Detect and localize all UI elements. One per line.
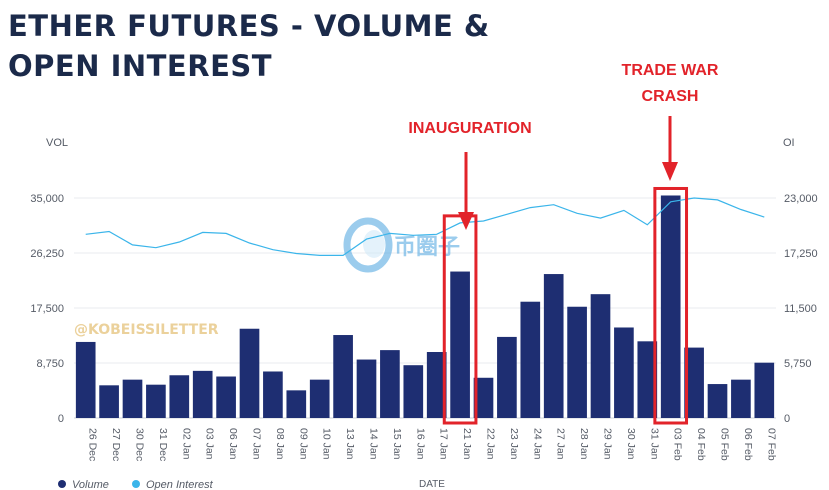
arrow-inauguration <box>458 152 474 230</box>
volume-bar <box>520 301 541 418</box>
logo-icon <box>343 217 393 273</box>
right-tick-label: 17,250 <box>784 248 818 260</box>
x-tick-label: 03 Jan <box>204 428 216 460</box>
volume-bar <box>286 390 307 418</box>
volume-bar <box>590 294 611 418</box>
volume-bar <box>754 362 775 418</box>
x-tick-label: 03 Feb <box>672 428 684 461</box>
x-tick-label: 30 Dec <box>134 428 146 461</box>
right-tick-label: 0 <box>784 413 790 425</box>
x-tick-label: 02 Jan <box>180 428 192 460</box>
volume-bar <box>192 370 213 418</box>
left-tick-label: 8,750 <box>36 358 64 370</box>
x-tick-label: 06 Jan <box>227 428 239 460</box>
logo-text: 币圈子 <box>394 235 460 260</box>
volume-bar <box>731 379 751 418</box>
x-tick-label: 15 Jan <box>391 428 403 460</box>
x-tick-label: 07 Jan <box>251 428 263 460</box>
volume-bar <box>403 365 424 418</box>
x-tick-label: 23 Jan <box>508 428 520 460</box>
left-tick-label: 17,500 <box>30 303 64 315</box>
x-tick-label: 13 Jan <box>344 428 356 460</box>
watermark-logo: 币圈子 <box>343 217 460 273</box>
x-tick-label: 31 Dec <box>157 428 169 461</box>
volume-bar <box>75 341 96 418</box>
x-tick-label: 27 Dec <box>110 428 122 461</box>
legend-open-interest-label: Open Interest <box>146 479 214 490</box>
right-tick-label: 5,750 <box>784 358 812 370</box>
x-tick-label: 27 Jan <box>555 428 567 460</box>
right-tick-label: 23,000 <box>784 193 818 205</box>
chart-title: ETHER FUTURES - VOLUME & OPEN INTEREST <box>8 6 568 86</box>
chart-title-line-2: OPEN INTEREST <box>8 49 273 83</box>
volume-bar <box>146 384 166 418</box>
watermark-handle: @KOBEISSILETTER <box>74 322 219 338</box>
volume-bar <box>614 327 634 418</box>
volume-bar <box>567 306 587 418</box>
annotation-trade-war-line-2: CRASH <box>642 88 699 105</box>
left-tick-label: 0 <box>58 413 64 425</box>
volume-bar <box>450 271 470 418</box>
x-tick-label: 07 Feb <box>765 428 777 461</box>
volume-bar <box>660 195 681 418</box>
left-tick-label: 35,000 <box>30 193 64 205</box>
x-tick-label: 26 Dec <box>87 428 99 461</box>
arrow-trade-war-crash <box>662 116 678 181</box>
volume-bar <box>263 371 283 418</box>
x-tick-label: 06 Feb <box>742 428 754 461</box>
volume-bar <box>707 384 728 418</box>
legend-volume-label: Volume <box>72 479 109 490</box>
volume-bar <box>543 274 564 418</box>
volume-bar <box>122 379 143 418</box>
gridlines <box>74 197 776 419</box>
right-axis-label: OI <box>783 137 795 149</box>
x-tick-label: 10 Jan <box>321 428 333 460</box>
volume-bar <box>216 376 236 418</box>
annotation-inauguration: INAUGURATION <box>408 120 531 137</box>
right-tick-label: 11,500 <box>784 303 817 315</box>
volume-bar <box>169 375 190 418</box>
x-tick-label: 22 Jan <box>485 428 497 460</box>
x-axis-ticks: 26 Dec 27 Dec 30 Dec 31 Dec 02 Jan 03 Jan 06 J… <box>87 428 778 461</box>
volume-bar <box>380 350 400 418</box>
x-tick-label: 14 Jan <box>368 428 380 460</box>
volume-bars <box>75 195 775 418</box>
chart-title-line-1: ETHER FUTURES - VOLUME & <box>8 9 490 43</box>
volume-bar <box>637 341 658 418</box>
legend-open-interest-swatch <box>132 480 140 488</box>
x-tick-label: 04 Feb <box>695 428 707 461</box>
volume-bar <box>473 377 494 418</box>
legend-volume-swatch <box>58 480 66 488</box>
volume-bar <box>684 347 704 418</box>
x-tick-label: 09 Jan <box>297 428 309 460</box>
volume-bar <box>356 359 377 418</box>
right-axis-ticks: 0 5,750 11,500 17,250 23,000 <box>784 193 818 425</box>
x-tick-label: 17 Jan <box>438 428 450 460</box>
annotation-trade-war-line-1: TRADE WAR <box>622 62 719 79</box>
volume-bar <box>239 328 260 418</box>
volume-bar <box>309 379 330 418</box>
volume-bar <box>333 335 353 418</box>
volume-bar <box>426 352 447 418</box>
left-tick-label: 26,250 <box>30 248 64 260</box>
x-tick-label: 28 Jan <box>578 428 590 460</box>
x-tick-label: 24 Jan <box>531 428 543 460</box>
left-axis-ticks: 0 8,750 17,500 26,250 35,000 <box>30 193 64 425</box>
x-tick-label: 31 Jan <box>648 428 660 460</box>
x-tick-label: 08 Jan <box>274 428 286 460</box>
x-tick-label: 16 Jan <box>414 428 426 460</box>
volume-bar <box>497 336 517 418</box>
x-tick-label: 21 Jan <box>461 428 473 460</box>
legend: Volume Open Interest <box>58 479 214 490</box>
x-axis-label: DATE <box>419 479 445 490</box>
volume-bar <box>99 385 119 418</box>
x-tick-label: 05 Feb <box>719 428 731 461</box>
x-tick-label: 29 Jan <box>602 428 614 460</box>
open-interest-line <box>85 197 765 256</box>
highlight-box <box>653 186 689 425</box>
x-tick-label: 30 Jan <box>625 428 637 460</box>
left-axis-label: VOL <box>46 137 68 149</box>
